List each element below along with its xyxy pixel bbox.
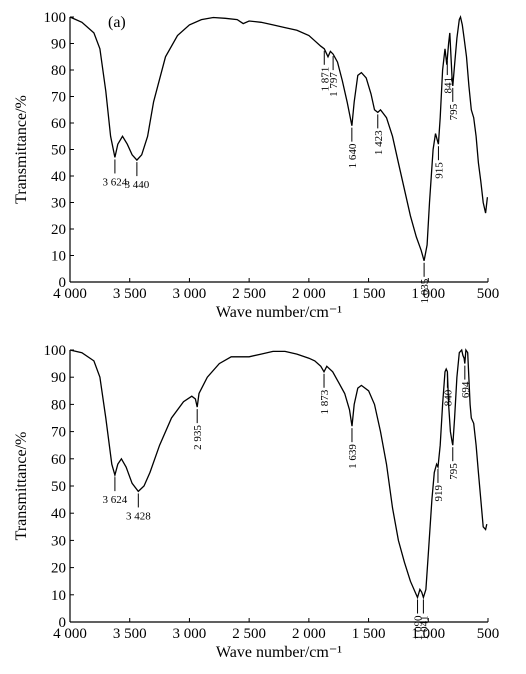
peak-label: 2 935 <box>192 425 204 450</box>
spectrum-line <box>69 14 489 261</box>
x-tick-label: 1 500 <box>352 286 386 302</box>
x-tick-label: 2 500 <box>232 286 266 302</box>
peak-label: 840 <box>442 389 454 406</box>
x-tick-label: 3 500 <box>113 626 147 642</box>
peak-label: 1 035 <box>419 278 431 303</box>
y-tick-label: 60 <box>51 116 66 132</box>
peak-label: 694 <box>460 381 472 398</box>
x-tick-label: 500 <box>477 626 500 642</box>
y-axis-label: Transmittance/% <box>13 432 30 541</box>
y-tick-label: 100 <box>44 343 67 359</box>
y-tick-label: 100 <box>44 10 67 26</box>
peak-label: 3 624 <box>103 494 128 506</box>
peak-label: 919 <box>433 484 445 501</box>
y-tick-label: 0 <box>59 615 67 631</box>
x-tick-label: 4 000 <box>53 286 87 302</box>
peak-label: 3 624 <box>103 176 128 188</box>
x-tick-label: 1 000 <box>411 286 445 302</box>
x-tick-label: 3 500 <box>113 286 147 302</box>
peak-label: 1 873 <box>319 389 331 414</box>
peak-label: 3 440 <box>125 179 150 191</box>
y-tick-label: 70 <box>51 425 66 441</box>
y-tick-label: 70 <box>51 90 66 106</box>
y-tick-label: 50 <box>51 143 66 159</box>
x-tick-label: 1 500 <box>352 626 386 642</box>
peak-label: 1 041 <box>418 616 430 641</box>
peak-label: 1 423 <box>373 130 385 155</box>
peak-label: 1 871 <box>319 67 331 92</box>
x-tick-label: 2 500 <box>232 626 266 642</box>
x-tick-label: 3 000 <box>173 286 207 302</box>
x-tick-label: 500 <box>477 286 500 302</box>
y-tick-label: 30 <box>51 533 66 549</box>
y-tick-label: 10 <box>51 249 66 265</box>
peak-label: 795 <box>448 103 460 120</box>
y-tick-label: 90 <box>51 370 66 386</box>
panel-label: (a) <box>108 14 126 31</box>
y-axis-label: Transmittance/% <box>13 95 30 204</box>
y-tick-label: 20 <box>51 561 66 577</box>
y-tick-label: 50 <box>51 479 66 495</box>
y-tick-label: 40 <box>51 169 66 185</box>
y-tick-label: 80 <box>51 63 66 79</box>
peak-label: 915 <box>433 162 445 179</box>
y-tick-label: 40 <box>51 506 66 522</box>
peak-label: 3 428 <box>126 510 151 522</box>
x-axis-label: Wave number/cm⁻¹ <box>216 304 342 321</box>
peak-label: 1 797 <box>328 72 340 97</box>
y-tick-label: 20 <box>51 222 66 238</box>
y-tick-label: 80 <box>51 397 66 413</box>
peak-label: 1 090 <box>413 615 425 640</box>
x-tick-label: 4 000 <box>53 626 87 642</box>
y-tick-label: 60 <box>51 452 66 468</box>
y-tick-label: 0 <box>59 275 67 291</box>
x-tick-label: 1 000 <box>411 626 445 642</box>
spectrum-line <box>69 348 488 600</box>
peak-label: 795 <box>448 463 460 480</box>
peak-label: 1 639 <box>347 444 359 469</box>
peak-label: 841 <box>442 77 454 94</box>
x-tick-label: 2 000 <box>292 286 326 302</box>
y-tick-label: 90 <box>51 37 66 53</box>
y-tick-label: 10 <box>51 588 66 604</box>
x-tick-label: 2 000 <box>292 626 326 642</box>
y-tick-label: 30 <box>51 196 66 212</box>
peak-label: 1 640 <box>347 143 359 168</box>
x-axis-label: Wave number/cm⁻¹ <box>216 644 342 661</box>
x-tick-label: 3 000 <box>173 626 207 642</box>
